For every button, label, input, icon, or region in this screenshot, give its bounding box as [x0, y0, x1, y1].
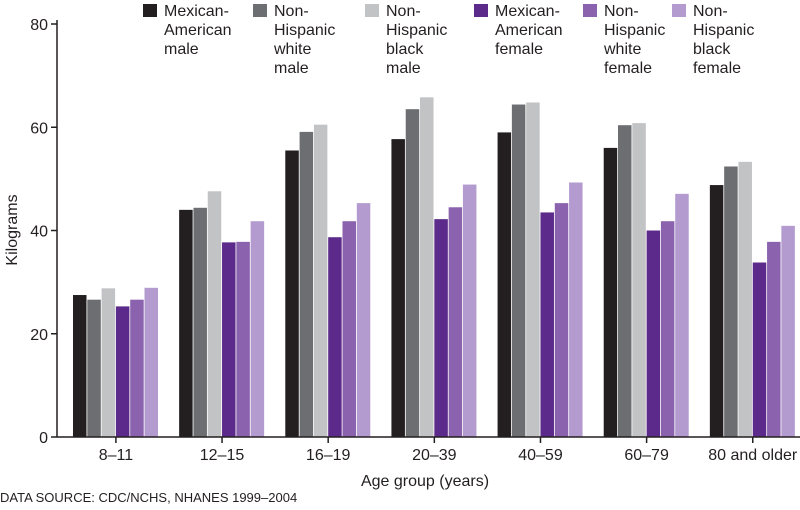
- bar: [462, 184, 477, 437]
- bar: [236, 241, 250, 437]
- legend-swatch: [672, 4, 686, 17]
- bar: [115, 306, 130, 437]
- x-axis-title: Age group (years): [361, 473, 489, 490]
- bar: [646, 230, 661, 437]
- legend-swatch: [474, 4, 488, 17]
- x-tick-label: 40–59: [518, 447, 563, 464]
- bar: [603, 147, 618, 437]
- bar: [724, 166, 738, 438]
- legend-item: Mexican-American male: [143, 3, 232, 58]
- legend-item: Non-Hispanic white male: [253, 3, 335, 77]
- bar: [738, 161, 752, 437]
- bar: [342, 221, 356, 437]
- bar: [144, 287, 158, 437]
- bar: [709, 185, 724, 437]
- bar: [675, 193, 689, 437]
- x-tick-label: 20–39: [412, 447, 457, 464]
- x-tick-label: 80 and older: [708, 447, 798, 464]
- x-tick-label: 8–11: [99, 447, 134, 464]
- legend-swatch: [253, 4, 267, 17]
- bar-chart: Mexican-American male Non-Hispanic white mal…: [4, 3, 800, 490]
- y-tick-label: 20: [30, 327, 48, 344]
- bar-group: [709, 161, 795, 438]
- legend-label: Mexican-American male: [164, 3, 232, 58]
- legend-label: Non-Hispanic black female: [693, 3, 754, 77]
- data-source-note: DATA SOURCE: CDC/NCHS, NHANES 1999–2004: [0, 490, 298, 505]
- x-tick-label: 60–79: [624, 447, 669, 464]
- bar: [434, 219, 448, 437]
- bar: [767, 241, 781, 437]
- legend-item: Non-Hispanic black male: [365, 3, 447, 77]
- y-axis-title: Kilograms: [4, 194, 21, 265]
- bar: [299, 131, 314, 437]
- legend-label: Mexican-American female: [495, 3, 563, 58]
- legend-item: Mexican-American female: [474, 3, 563, 58]
- bar: [87, 299, 101, 437]
- legend-label: Non-Hispanic white female: [603, 3, 665, 77]
- legend-swatch: [583, 4, 597, 17]
- x-ticks: 8–11 12–15 16–19 20–39 40–59 60–79 80 and olde…: [99, 437, 798, 464]
- bar: [391, 139, 405, 437]
- bar: [497, 132, 512, 437]
- bar: [540, 212, 554, 437]
- bar: [618, 125, 632, 437]
- bar: [420, 97, 434, 437]
- bar: [405, 109, 420, 438]
- legend-label: Non-Hispanic black male: [386, 3, 447, 77]
- bar: [448, 207, 463, 437]
- bar: [130, 299, 144, 437]
- bar-group: [179, 191, 265, 437]
- x-tick-label: 12–15: [200, 447, 245, 464]
- bar: [101, 288, 116, 437]
- x-tick-label: 16–19: [306, 447, 351, 464]
- bar: [752, 262, 767, 437]
- bar: [632, 123, 646, 438]
- legend-swatch: [143, 4, 157, 17]
- legend: Mexican-American male Non-Hispanic white mal…: [143, 3, 754, 77]
- bars: [73, 97, 795, 438]
- bar: [554, 203, 569, 437]
- axes: [56, 20, 800, 438]
- bar: [511, 104, 526, 437]
- bar: [328, 237, 342, 437]
- bar: [179, 209, 193, 437]
- y-ticks: 0 20 40 60 80: [30, 17, 57, 447]
- bar: [356, 203, 371, 437]
- y-tick-label: 60: [30, 120, 48, 137]
- bar: [781, 225, 795, 437]
- bar-group: [603, 123, 689, 438]
- bar: [569, 182, 583, 437]
- bar-group: [73, 287, 158, 437]
- bar: [193, 207, 207, 437]
- legend-swatch: [365, 4, 379, 17]
- bar: [285, 150, 299, 438]
- bar: [250, 221, 265, 437]
- y-tick-label: 80: [30, 17, 48, 34]
- bar: [73, 295, 87, 437]
- legend-item: Non-Hispanic black female: [672, 3, 754, 77]
- bar: [526, 102, 540, 437]
- legend-label: Non-Hispanic white male: [273, 3, 335, 77]
- bar-group: [497, 102, 583, 437]
- bar: [660, 221, 675, 437]
- bar: [207, 191, 222, 437]
- bar-group: [391, 97, 477, 438]
- bar: [313, 124, 328, 438]
- y-tick-label: 40: [30, 224, 48, 241]
- bar-group: [285, 124, 371, 438]
- bar: [222, 242, 236, 437]
- legend-item: Non-Hispanic white female: [583, 3, 665, 77]
- y-tick-label: 0: [39, 430, 48, 447]
